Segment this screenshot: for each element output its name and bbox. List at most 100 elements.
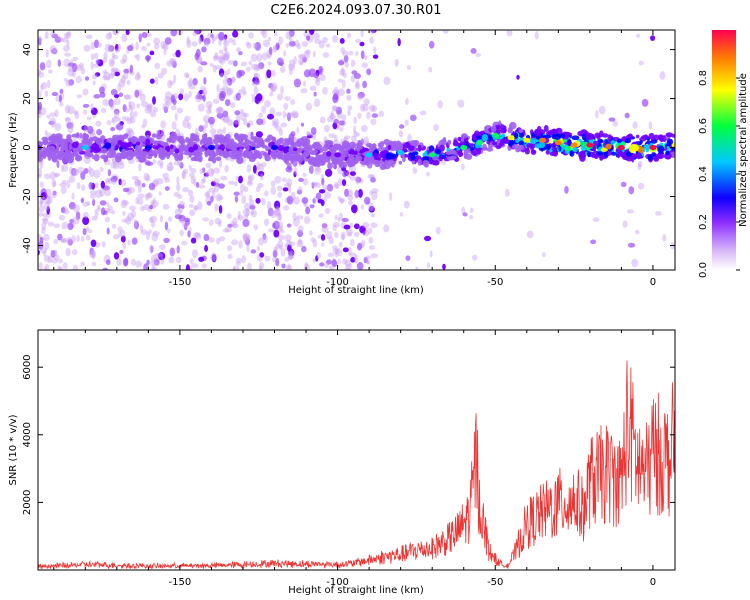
spectrogram-noise-speckle [177,194,183,200]
spectrogram-noise-speckle [288,30,295,37]
spectrogram-noise-speckle [136,71,140,80]
spectrogram-noise-speckle [246,164,252,173]
spectrogram-ridge-cell [56,135,62,140]
spectrogram-noise-speckle [110,88,118,96]
spectrogram-noise-speckle [277,234,285,241]
spectrogram-noise-speckle [239,190,244,197]
spectrogram-noise-speckle [106,120,112,126]
spectrogram-noise-speckle [292,212,297,221]
colorbar-gradient [712,30,736,270]
spectrogram-ridge-cell [432,156,437,161]
spectrogram-noise-speckle [251,97,256,103]
spectrogram-noise-speckle [153,259,160,266]
spectrogram-noise-speckle [59,101,64,107]
spectrogram-noise-speckle [122,187,130,193]
spectrogram-noise-speckle [426,171,430,177]
spectrogram-noise-speckle [90,61,94,70]
spectrogram-noise-speckle [272,222,276,229]
spectrogram-ridge-cell [296,155,301,161]
spectrogram-noise-speckle [114,43,119,52]
spectrogram-noise-speckle [187,189,194,197]
spectrogram-noise-speckle [175,49,181,58]
spectrogram-noise-speckle [65,247,71,257]
spectrogram-ridge-cell [355,155,363,162]
spectrogram-ridge-cell [563,138,568,143]
spectrogram-noise-speckle [282,187,289,192]
spectrogram-ridge-cell [392,140,398,145]
spectrogram-noise-speckle [45,48,49,58]
spectrogram-noise-speckle [189,258,194,265]
spectrogram-noise-speckle [333,86,339,95]
spectrogram-noise-speckle [504,188,510,198]
spectrogram-noise-speckle [321,223,328,229]
spectrogram-noise-speckle [46,59,52,69]
spectrogram-noise-speckle [41,217,49,222]
spectrogram-noise-speckle [160,120,167,129]
spectrogram-noise-speckle [143,263,149,270]
spectrogram-noise-speckle [110,161,117,169]
spectrogram-noise-speckle [189,209,196,217]
spectrogram-noise-speckle [250,209,257,218]
spectrogram-noise-speckle [243,90,247,96]
spectrogram-ridge-cell [518,132,525,138]
spectrogram-noise-speckle [222,53,230,61]
spectrogram-noise-speckle [369,190,374,196]
spectrogram-noise-speckle [407,133,412,143]
spectrogram-noise-speckle [324,168,333,177]
spectrogram-ridge-cell [330,155,335,162]
spectrogram-noise-speckle [163,49,167,56]
spectrogram-noise-speckle [42,218,49,225]
spectrogram-noise-speckle [103,71,111,81]
spectrogram-noise-speckle [58,258,63,264]
spectrogram-noise [38,30,675,270]
spectrogram-ridge-cell [384,159,388,166]
spectrogram-noise-speckle [260,162,267,167]
spectrogram-noise-speckle [125,127,133,135]
spectrogram-noise-speckle [80,235,85,242]
spectrogram-noise-speckle [202,217,210,222]
x-tick-label: -100 [326,577,349,588]
spectrogram-noise-speckle [271,119,275,127]
spectrogram-noise-speckle [347,194,354,201]
spectrogram-noise-speckle [173,74,177,84]
spectrogram-noise-speckle [290,99,295,106]
spectrogram-noise-speckle [366,111,371,120]
spectrogram-ridge-cell [292,147,298,152]
spectrogram-noise-speckle [204,120,209,129]
spectrogram-noise-speckle [192,178,197,186]
spectrogram-noise-speckle [76,64,83,72]
spectrogram-noise-speckle [66,179,71,189]
spectrogram-noise-speckle [212,64,217,73]
spectrogram-noise-speckle [267,61,272,66]
spectrogram-noise-speckle [218,49,224,54]
spectrogram-noise-speckle [82,103,90,108]
spectrogram-ridge-cell [253,152,260,159]
spectrogram-noise-speckle [53,223,60,229]
spectrogram-ridge-cell [501,133,506,138]
spectrogram-noise-speckle [214,52,219,58]
spectrogram-noise-speckle [347,231,352,237]
spectrogram-ridge-cell [111,151,117,158]
spectrogram-noise-speckle [344,135,351,140]
spectrogram-noise-speckle [429,250,433,258]
spectrogram-noise-speckle [293,56,297,65]
spectrogram-noise-speckle [108,45,115,52]
spectrogram-ridge-cell [246,153,255,159]
spectrogram-ridge-cell [194,151,201,158]
spectrogram-ridge-cell [327,162,333,170]
spectrogram-noise-speckle [302,178,309,186]
spectrogram-noise-speckle [127,212,135,222]
spectrogram-noise-speckle [92,80,96,86]
spectrogram-ridge-cell [636,152,642,160]
spectrogram-noise-speckle [118,78,126,88]
spectrogram-ridge-peak [428,152,436,158]
spectrogram-noise-speckle [218,236,226,242]
spectrogram-noise-speckle [114,71,120,77]
spectrogram-noise-speckle [218,68,225,77]
spectrogram-noise-speckle [38,69,42,76]
spectrogram-noise-speckle [143,172,150,181]
spectrogram-noise-speckle [99,166,104,172]
spectrogram-noise-speckle [54,254,60,261]
spectrogram-noise-speckle [353,116,357,125]
spectrogram-ridge-cell [321,160,326,166]
